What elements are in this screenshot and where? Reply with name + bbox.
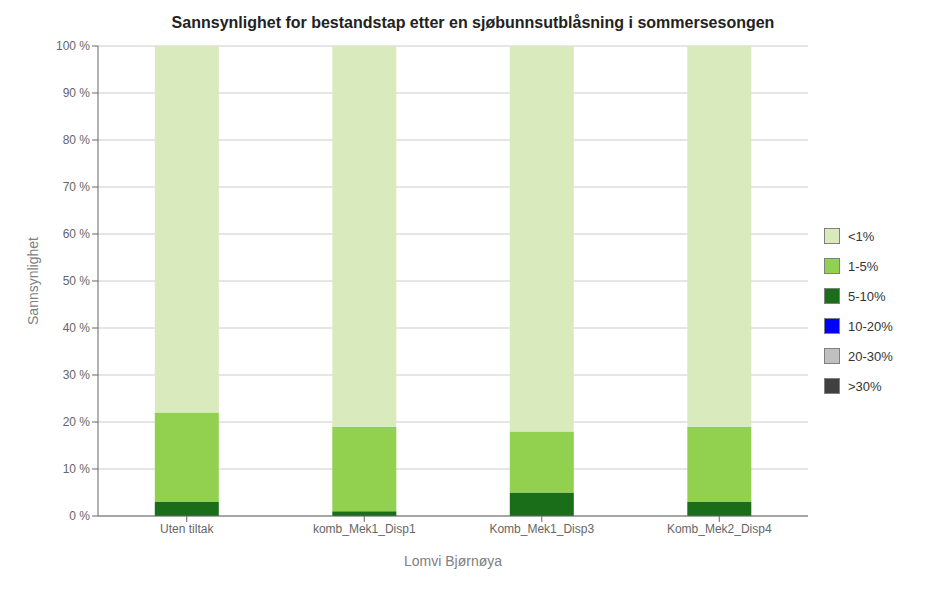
svg-text:40 %: 40 %: [63, 321, 91, 335]
html-text:20-30%: 20-30%: [848, 348, 893, 364]
svg-text:100 %: 100 %: [56, 39, 90, 53]
html-text:5-10%: 5-10%: [848, 288, 886, 304]
html-text:>30%: >30%: [848, 378, 882, 394]
svg-text:20 %: 20 %: [63, 415, 91, 429]
svg-text:70 %: 70 %: [63, 180, 91, 194]
svg-text:Uten tiltak: Uten tiltak: [160, 522, 214, 536]
svg-text:80 %: 80 %: [63, 133, 91, 147]
html-text:Sannsynlighet for bestandstap: Sannsynlighet for bestandstap etter en s…: [171, 14, 775, 31]
svg-text:60 %: 60 %: [63, 227, 91, 241]
svg-text:10 %: 10 %: [63, 462, 91, 476]
svg-text:0 %: 0 %: [69, 509, 90, 523]
html-text:1-5%: 1-5%: [848, 258, 879, 274]
svg-text:Komb_Mek1_Disp3: Komb_Mek1_Disp3: [489, 522, 594, 536]
svg-text:90 %: 90 %: [63, 86, 91, 100]
html-text:10-20%: 10-20%: [848, 318, 893, 334]
svg-text:komb_Mek1_Disp1: komb_Mek1_Disp1: [313, 522, 416, 536]
svg-text:Sannsynlighet: Sannsynlighet: [25, 237, 41, 325]
svg-text:Lomvi Bjørnøya: Lomvi Bjørnøya: [404, 553, 502, 569]
svg-text:Komb_Mek2_Disp4: Komb_Mek2_Disp4: [667, 522, 772, 536]
svg-text:30 %: 30 %: [63, 368, 91, 382]
html-text:<1%: <1%: [848, 228, 875, 244]
svg-text:50 %: 50 %: [63, 274, 91, 288]
